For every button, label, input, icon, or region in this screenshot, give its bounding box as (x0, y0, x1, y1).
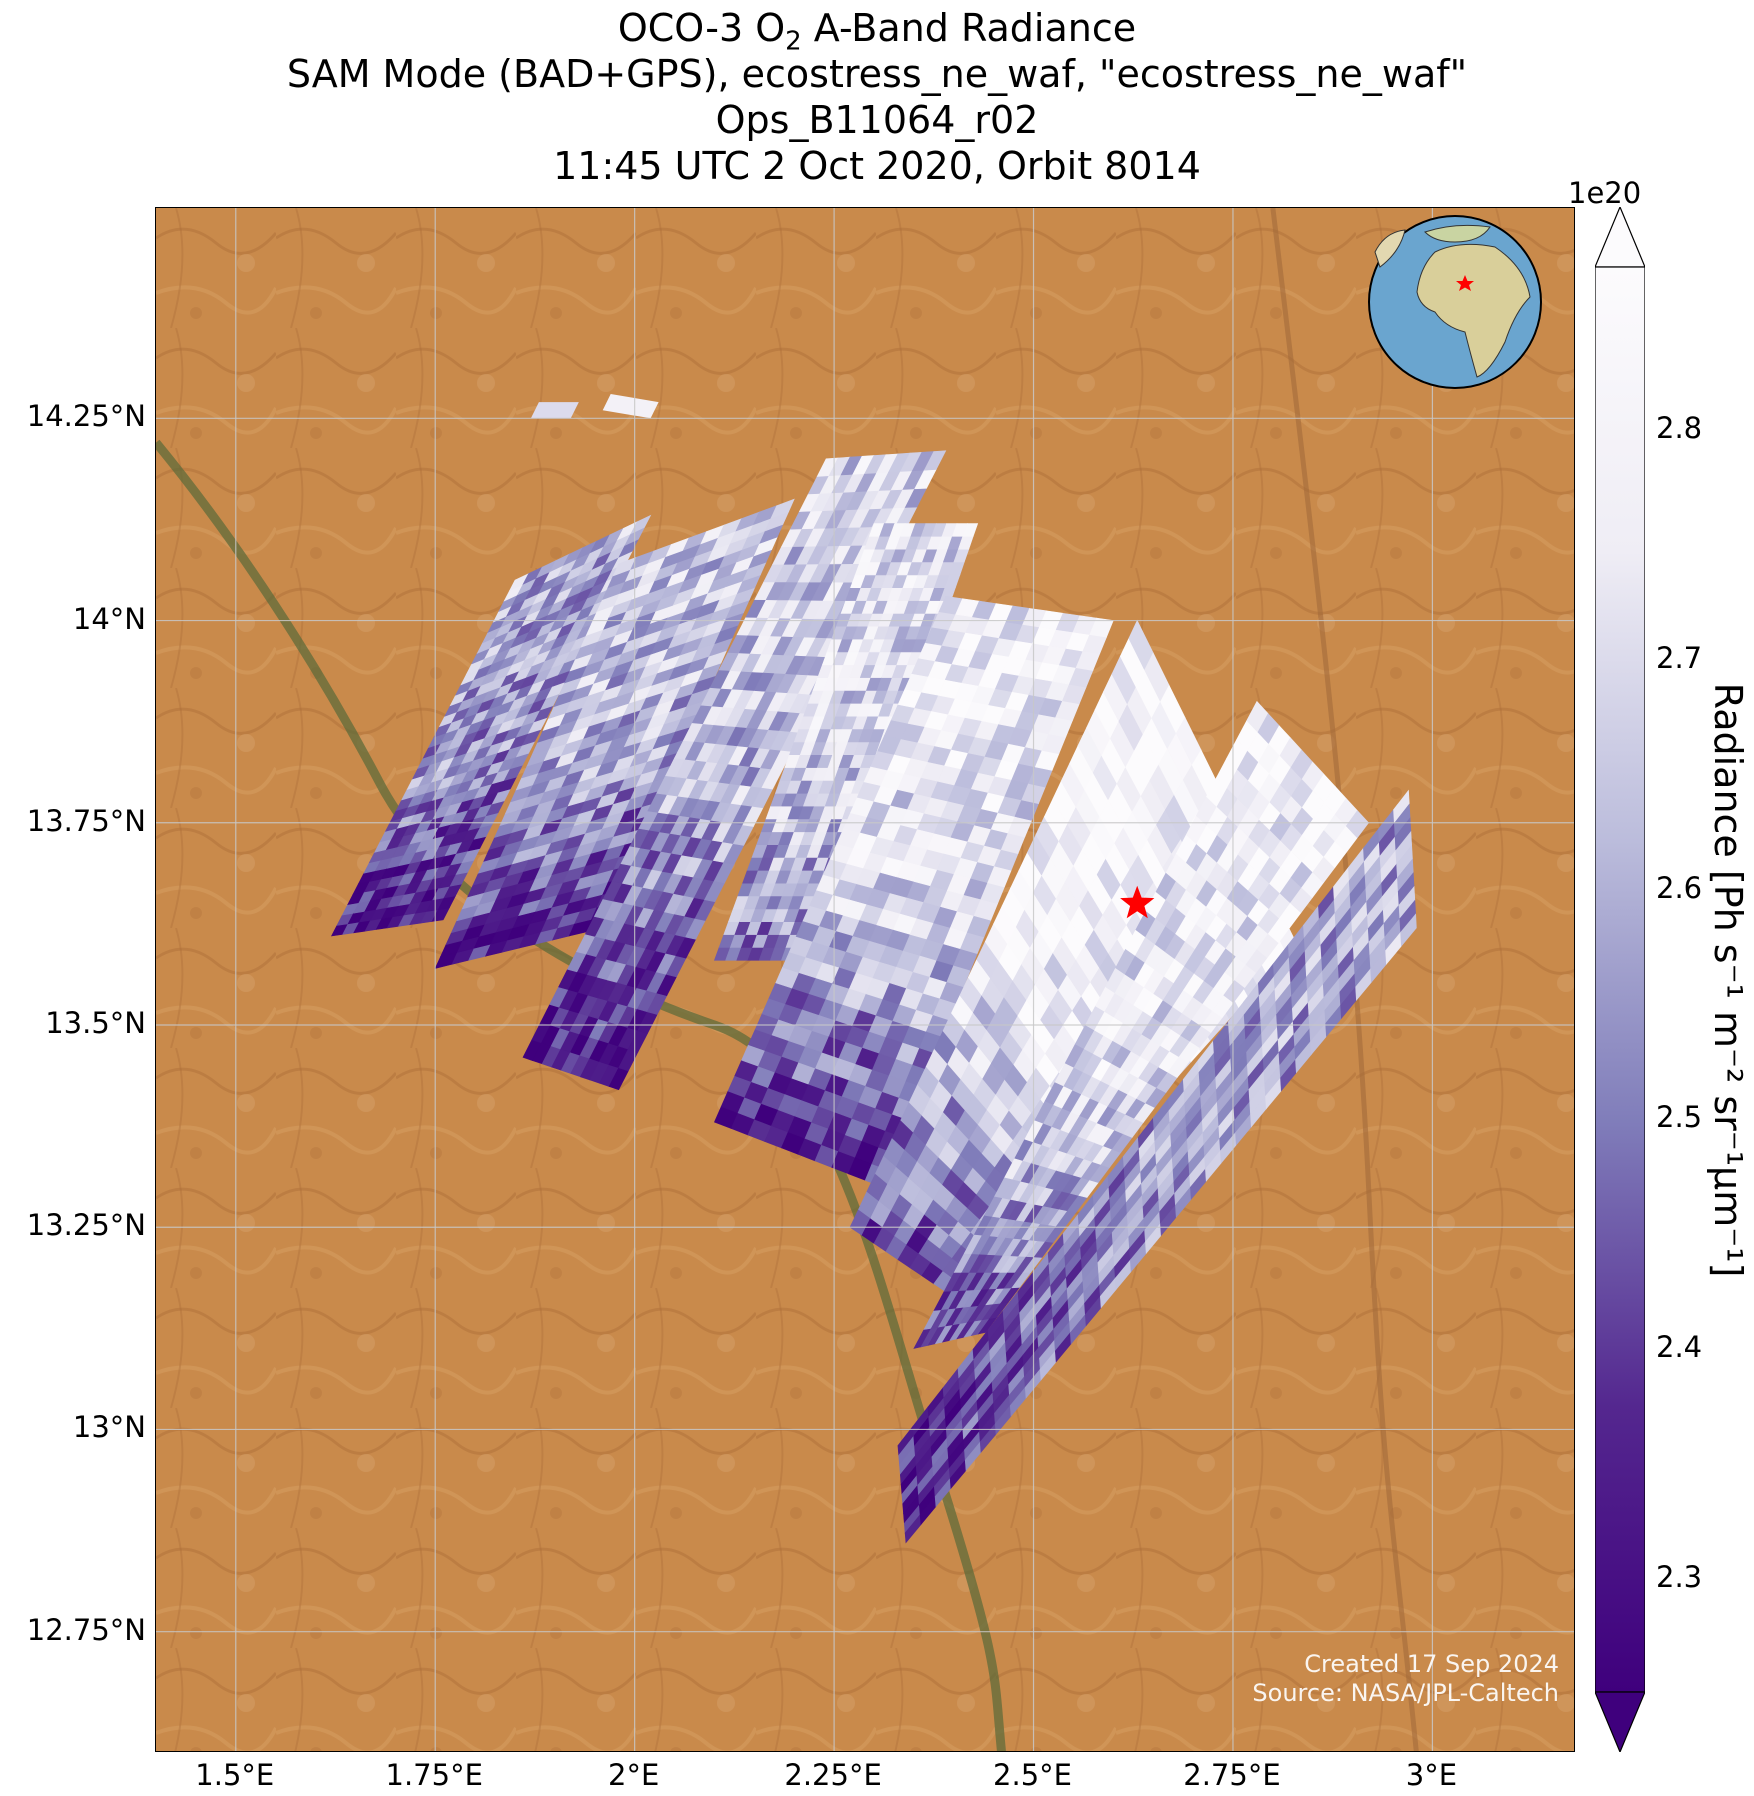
lon-tick-label: 2°E (608, 1758, 660, 1792)
globe-europe (1424, 224, 1491, 243)
title-line-3: Ops_B11064_r02 (715, 98, 1039, 142)
colorbar (1595, 207, 1645, 1752)
colorbar-tick-label: 2.5 (1656, 1100, 1703, 1135)
credit-text: Created 17 Sep 2024 Source: NASA/JPL-Cal… (1252, 1650, 1559, 1708)
lat-tick-label: 13°N (72, 1410, 146, 1445)
credit-source: Source: NASA/JPL-Caltech (1252, 1679, 1559, 1707)
title-line-2: SAM Mode (BAD+GPS), ecostress_ne_waf, "e… (286, 52, 1468, 96)
footprint (923, 450, 947, 471)
colorbar-tick-label: 2.7 (1656, 640, 1703, 675)
wadi-channel (1270, 208, 1419, 1751)
lat-tick-label: 13.75°N (26, 803, 146, 838)
lon-tick-label: 2.75°E (1183, 1758, 1281, 1792)
map-panel[interactable] (155, 207, 1575, 1752)
globe-africa (1416, 243, 1531, 378)
swath-1 (330, 514, 652, 937)
small-patch-1 (530, 402, 579, 419)
globe-greenland (1374, 229, 1406, 268)
swath-8 (897, 789, 1417, 1544)
target-marker (1120, 885, 1155, 919)
colorbar-extend-top (1595, 207, 1645, 268)
lat-tick-label: 13.5°N (45, 1005, 146, 1040)
target-star-icon (1120, 885, 1155, 919)
title-line-1: OCO-3 O2 A-Band Radiance (617, 6, 1137, 57)
footprint (1400, 913, 1417, 947)
colorbar-tick-label: 2.8 (1656, 410, 1703, 445)
lat-tick-label: 12.75°N (26, 1612, 146, 1647)
footprint (770, 498, 795, 519)
colorbar-title: Radiance [Ph s⁻¹ m⁻² sr⁻¹μm⁻¹] (1706, 682, 1750, 1278)
lon-tick-label: 2.5°E (993, 1758, 1072, 1792)
gridlines (156, 208, 1574, 1751)
colorbar-tick-label: 2.6 (1656, 870, 1703, 905)
lon-tick-label: 3°E (1405, 1758, 1458, 1792)
lon-tick-label: 1.5°E (195, 1758, 275, 1792)
colorbar-extend-bottom (1595, 1691, 1645, 1752)
footprint (962, 523, 979, 537)
lat-tick-label: 13.25°N (26, 1208, 146, 1243)
colorbar-tick-label: 2.4 (1656, 1330, 1703, 1365)
credit-created: Created 17 Sep 2024 (1304, 1650, 1559, 1678)
colorbar-gradient (1595, 266, 1645, 1693)
radiance-swaths (330, 394, 1417, 1544)
small-patch-2 (602, 394, 659, 419)
globe-star-icon (1456, 275, 1474, 291)
colorbar-tick-label: 2.3 (1656, 1560, 1703, 1595)
lon-tick-label: 1.75°E (385, 1758, 483, 1792)
swath-5 (713, 595, 1114, 1188)
map-canvas (156, 208, 1574, 1751)
inset-globe (1368, 215, 1542, 389)
colorbar-exponent: 1e20 (1568, 176, 1642, 210)
swath-3 (522, 450, 947, 1091)
lat-tick-label: 14°N (72, 601, 146, 636)
title-line-4: 11:45 UTC 2 Oct 2020, Orbit 8014 (553, 144, 1201, 188)
lat-tick-label: 14.25°N (26, 399, 146, 434)
lon-tick-label: 2.25°E (784, 1758, 882, 1792)
swath-2 (434, 498, 795, 969)
